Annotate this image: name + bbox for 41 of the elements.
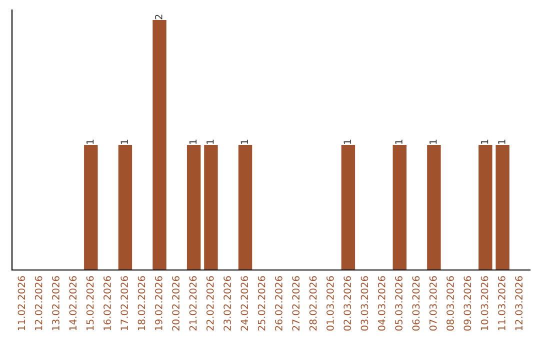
- x-tick-label: 17.02.2026: [120, 276, 128, 330]
- data-label: 1: [430, 140, 437, 144]
- x-tick-label: 20.02.2026: [172, 276, 180, 331]
- x-tick-label: 16.02.2026: [104, 276, 111, 330]
- data-label: 1: [498, 140, 506, 144]
- x-tick-label: 01.03.2026: [326, 276, 334, 331]
- x-tick-label: 18.02.2026: [138, 276, 146, 330]
- x-tick-label: 02.03.2026: [344, 276, 352, 331]
- x-tick-label: 05.03.2026: [395, 276, 402, 331]
- x-tick-label: 21.02.2026: [189, 276, 197, 331]
- data-label: 1: [240, 140, 248, 144]
- x-tick-label: 27.02.2026: [292, 276, 300, 331]
- data-label: 1: [344, 140, 351, 144]
- x-tick-label: 12.02.2026: [34, 276, 42, 330]
- x-tick-label: 06.03.2026: [412, 276, 420, 331]
- x-tick-label: 23.02.2026: [224, 276, 231, 331]
- x-tick-label: 15.02.2026: [86, 276, 94, 330]
- x-tick-label: 09.03.2026: [464, 276, 472, 331]
- x-tick-label: 07.03.2026: [429, 276, 437, 331]
- x-tick-label: 11.03.2026: [498, 276, 506, 330]
- x-tick-label: 13.02.2026: [52, 276, 60, 330]
- data-label: 1: [120, 140, 128, 144]
- x-tick-label: 24.02.2026: [240, 276, 248, 331]
- data-label: 1: [189, 140, 196, 144]
- x-tick-label: 25.02.2026: [258, 276, 266, 331]
- data-label: 1: [395, 140, 402, 144]
- x-tick-label: 19.02.2026: [154, 276, 162, 330]
- x-tick-label: 12.03.2026: [515, 276, 523, 330]
- x-tick-label: 26.02.2026: [275, 276, 282, 331]
- data-label: 1: [86, 140, 94, 144]
- x-tick-label: 28.02.2026: [309, 276, 317, 331]
- x-tick-label: 22.02.2026: [206, 276, 214, 331]
- x-tick-label: 08.03.2026: [446, 276, 454, 331]
- x-tick-label: 14.02.2026: [69, 276, 77, 330]
- x-tick-label: 11.02.2026: [18, 276, 26, 330]
- data-label: 1: [206, 140, 214, 144]
- x-tick-label: 04.03.2026: [378, 276, 386, 331]
- data-label: 2: [154, 14, 162, 20]
- x-tick-label: 10.03.2026: [480, 276, 488, 330]
- x-tick-label: 03.03.2026: [360, 276, 368, 331]
- data-label: 1: [481, 140, 488, 144]
